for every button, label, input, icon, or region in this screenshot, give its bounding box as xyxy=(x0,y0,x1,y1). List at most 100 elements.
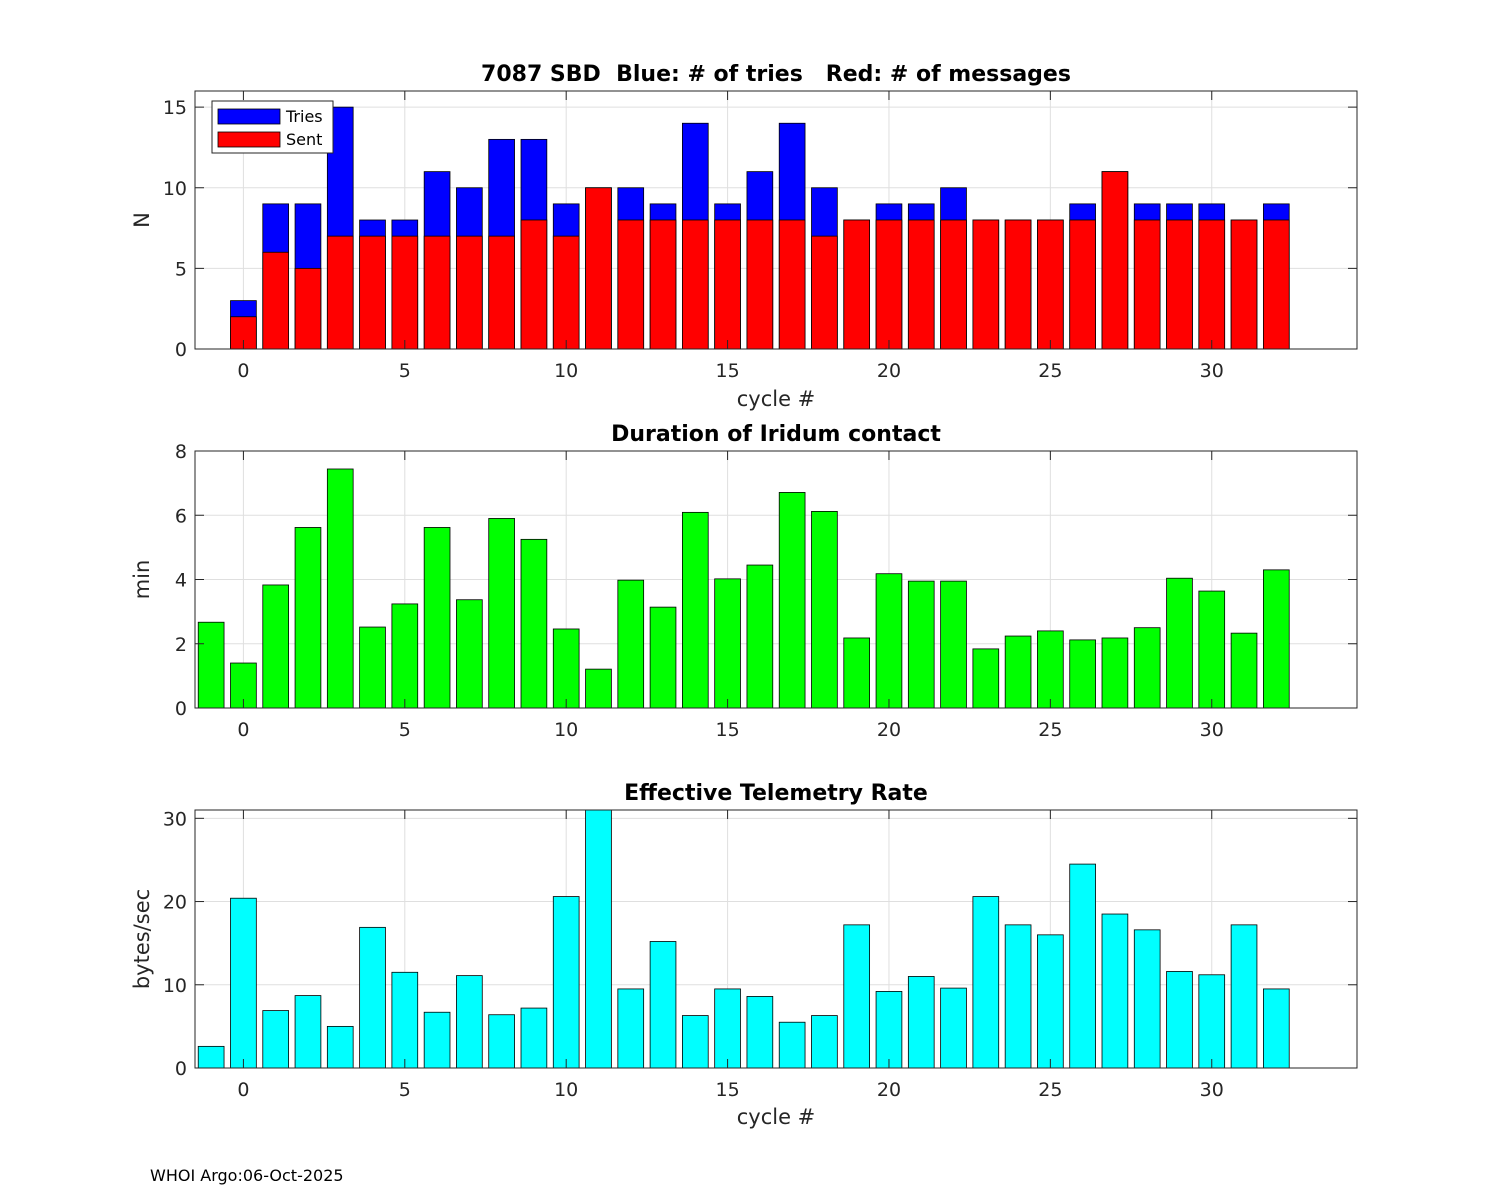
bar-sent xyxy=(907,219,935,350)
chart-title: Duration of Iridum contact xyxy=(611,422,941,447)
bar-sent xyxy=(875,219,903,350)
x-tick-label: 30 xyxy=(1200,719,1224,741)
plot-area xyxy=(195,91,1357,349)
x-tick-label: 10 xyxy=(554,1079,578,1101)
bar-sent xyxy=(520,219,548,350)
bar-sent xyxy=(488,235,515,350)
legend-label-sent: Sent xyxy=(286,130,322,149)
bar xyxy=(294,995,322,1069)
bar xyxy=(423,527,451,709)
bar xyxy=(1262,988,1290,1069)
bar-sent xyxy=(1004,219,1032,350)
bar xyxy=(907,976,935,1069)
bar-sent xyxy=(423,235,451,350)
x-tick-label: 10 xyxy=(554,719,578,741)
bar-sent xyxy=(1166,219,1193,350)
bar xyxy=(681,511,709,709)
bar-sent xyxy=(456,235,483,350)
bar xyxy=(875,573,903,709)
x-tick-label: 15 xyxy=(715,360,739,382)
plot-area xyxy=(195,810,1357,1068)
axes-box xyxy=(194,90,1358,350)
bar xyxy=(940,580,967,709)
bar xyxy=(552,628,580,709)
bar xyxy=(617,579,645,709)
bar xyxy=(1198,590,1226,709)
bar-sent xyxy=(778,219,806,350)
bar-sent xyxy=(1230,219,1258,350)
bar xyxy=(1004,924,1032,1069)
bar xyxy=(649,941,677,1069)
bar-sent xyxy=(1133,219,1161,350)
bar xyxy=(972,648,1000,709)
x-tick-label: 10 xyxy=(554,360,578,382)
bar xyxy=(811,510,838,709)
y-tick-label: 6 xyxy=(175,505,187,527)
x-tick-label: 20 xyxy=(877,360,901,382)
bar-sent xyxy=(262,251,290,350)
bar xyxy=(456,975,483,1069)
legend-swatch-sent xyxy=(217,131,281,148)
bar-sent xyxy=(649,219,677,350)
x-tick-label: 20 xyxy=(877,1079,901,1101)
chart-panel-2: 0 5 10 15 20 25 30 0 2 4 6 8 Duration of Iridum cont… xyxy=(130,422,1358,741)
bar-sent xyxy=(1101,171,1129,350)
bar xyxy=(746,996,774,1069)
chart-panel-1: 0 5 10 15 20 25 30 0 5 10 15 7087 SBD Blue: # of tr… xyxy=(130,62,1358,411)
legend-swatch-tries xyxy=(217,108,281,125)
bar xyxy=(778,492,806,709)
bar xyxy=(1101,637,1129,709)
bar xyxy=(1262,569,1290,709)
bar xyxy=(326,1025,354,1069)
bar-sent xyxy=(940,219,967,350)
y-tick-label: 20 xyxy=(163,892,187,914)
bar-sent xyxy=(391,235,419,350)
bar-sent xyxy=(972,219,1000,350)
bar-sent xyxy=(1069,219,1096,350)
bar xyxy=(488,518,515,709)
y-tick-label: 0 xyxy=(175,339,187,361)
bar xyxy=(1133,627,1161,709)
chart-panel-3: 0 5 10 15 20 25 30 0 10 20 30 Effective Telemetry R… xyxy=(130,781,1358,1129)
bar xyxy=(585,809,612,1069)
x-tick-label: 5 xyxy=(399,719,411,741)
x-tick-label: 30 xyxy=(1200,360,1224,382)
bar-sent xyxy=(1262,219,1290,350)
x-axis-label: cycle # xyxy=(737,387,816,411)
bar-sent xyxy=(1037,219,1064,350)
bar xyxy=(456,599,483,709)
footer-stamp: WHOI Argo:06-Oct-2025 xyxy=(150,1166,344,1185)
y-tick-label: 30 xyxy=(163,808,187,830)
y-tick-label: 15 xyxy=(163,97,187,119)
axes-box xyxy=(194,809,1358,1069)
bar-sent xyxy=(585,187,612,350)
bar-sent xyxy=(552,235,580,350)
bar xyxy=(262,584,290,709)
chart-title: Effective Telemetry Rate xyxy=(624,781,928,806)
x-tick-label: 15 xyxy=(715,1079,739,1101)
bar-sent xyxy=(326,235,354,350)
bar xyxy=(746,564,774,709)
y-tick-label: 5 xyxy=(175,258,187,280)
bar xyxy=(391,603,419,709)
bar xyxy=(843,924,871,1069)
bar xyxy=(294,527,322,709)
y-tick-label: 0 xyxy=(175,1058,187,1080)
y-tick-label: 10 xyxy=(163,975,187,997)
bar xyxy=(811,1015,838,1069)
bar xyxy=(488,1014,515,1069)
bar xyxy=(391,971,419,1069)
x-tick-label: 15 xyxy=(715,719,739,741)
bar xyxy=(1166,971,1193,1069)
x-tick-label: 0 xyxy=(237,719,249,741)
bar xyxy=(714,988,741,1069)
y-tick-label: 2 xyxy=(175,634,187,656)
bar-sent xyxy=(714,219,741,350)
bar xyxy=(1069,863,1096,1069)
bar xyxy=(1037,630,1064,709)
y-tick-label: 8 xyxy=(175,441,187,463)
bar xyxy=(197,1045,225,1069)
x-tick-label: 20 xyxy=(877,719,901,741)
x-tick-label: 0 xyxy=(237,1079,249,1101)
bar xyxy=(520,538,548,709)
